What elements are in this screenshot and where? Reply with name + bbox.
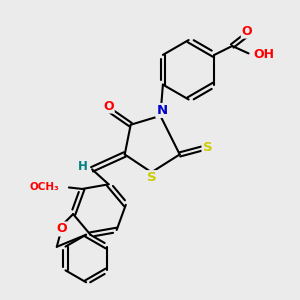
Text: S: S bbox=[147, 171, 156, 184]
Text: N: N bbox=[156, 104, 167, 117]
Text: OCH₃: OCH₃ bbox=[30, 182, 59, 193]
Text: O: O bbox=[242, 25, 252, 38]
Text: S: S bbox=[202, 140, 212, 154]
Text: O: O bbox=[103, 100, 114, 112]
Text: OH: OH bbox=[253, 48, 274, 62]
Text: O: O bbox=[56, 223, 67, 236]
Text: H: H bbox=[78, 160, 88, 173]
